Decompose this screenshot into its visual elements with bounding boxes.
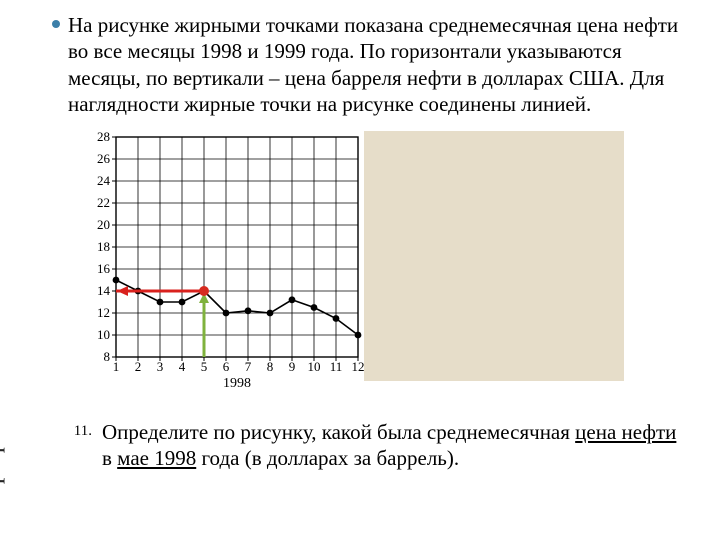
svg-text:6: 6 (223, 359, 230, 374)
q-underlined-2: мае 1998 (117, 446, 196, 470)
svg-text:1: 1 (113, 359, 120, 374)
problem-text: На рисунке жирными точками показана сред… (68, 12, 688, 117)
slide-root: График На рисунке жирными точками показа… (0, 0, 720, 540)
svg-text:28: 28 (97, 131, 110, 144)
svg-text:3: 3 (157, 359, 164, 374)
svg-text:1998: 1998 (223, 376, 251, 391)
chart-container: 8101214161820222426281234567891011121998 (84, 131, 624, 391)
svg-text:22: 22 (97, 195, 110, 210)
svg-text:16: 16 (97, 261, 111, 276)
svg-text:14: 14 (97, 283, 111, 298)
svg-text:24: 24 (97, 173, 111, 188)
q-prefix: Определите по рисунку, какой была средне… (102, 420, 575, 444)
q-mid: в (102, 446, 117, 470)
svg-text:8: 8 (104, 349, 111, 364)
q-suffix: года (в долларах за баррель). (196, 446, 459, 470)
svg-text:7: 7 (245, 359, 252, 374)
question-block: 11. Определите по рисунку, какой была ср… (70, 419, 688, 472)
svg-text:8: 8 (267, 359, 274, 374)
svg-text:5: 5 (201, 359, 208, 374)
bullet-icon (52, 20, 60, 28)
svg-text:2: 2 (135, 359, 142, 374)
svg-text:12: 12 (97, 305, 110, 320)
svg-text:9: 9 (289, 359, 296, 374)
svg-text:10: 10 (97, 327, 110, 342)
svg-text:11: 11 (330, 359, 343, 374)
question-text: Определите по рисунку, какой была средне… (102, 419, 688, 472)
svg-text:4: 4 (179, 359, 186, 374)
bullet-paragraph: На рисунке жирными точками показана сред… (52, 12, 688, 117)
svg-text:26: 26 (97, 151, 111, 166)
chart-right-overlay (364, 131, 624, 381)
svg-text:12: 12 (352, 359, 365, 374)
svg-text:20: 20 (97, 217, 110, 232)
question-number: 11. (70, 419, 92, 440)
svg-text:10: 10 (308, 359, 321, 374)
svg-text:18: 18 (97, 239, 110, 254)
q-underlined-1: цена нефти (575, 420, 676, 444)
oil-price-chart: 8101214161820222426281234567891011121998 (84, 131, 384, 391)
sidebar-vertical-label: График (0, 414, 6, 498)
